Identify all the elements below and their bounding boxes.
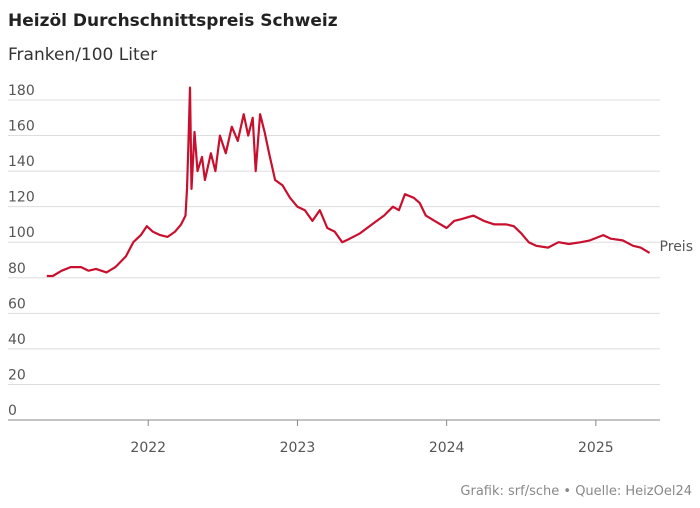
- x-tick-label: 2025: [578, 440, 614, 456]
- x-tick-label: 2024: [429, 440, 465, 456]
- y-tick-label: 80: [8, 261, 26, 277]
- chart-subtitle: Franken/100 Liter: [8, 45, 157, 65]
- data-line: [46, 86, 651, 278]
- x-tick-label: 2023: [280, 440, 316, 456]
- y-tick-label: 20: [8, 367, 26, 383]
- chart-title: Heizöl Durchschnittspreis Schweiz: [8, 11, 338, 31]
- y-tick-label: 120: [8, 190, 35, 206]
- y-tick-label: 180: [8, 83, 35, 99]
- y-tick-label: 40: [8, 332, 26, 348]
- series-label: Preis: [660, 239, 693, 255]
- y-tick-label: 100: [8, 225, 35, 241]
- source-note: Grafik: srf/sche • Quelle: HeizOel24: [460, 484, 692, 499]
- y-tick-label: 60: [8, 296, 26, 312]
- y-tick-label: 160: [8, 119, 35, 135]
- x-tick-label: 2022: [130, 440, 166, 456]
- y-tick-label: 0: [8, 403, 17, 419]
- y-tick-label: 140: [8, 154, 35, 170]
